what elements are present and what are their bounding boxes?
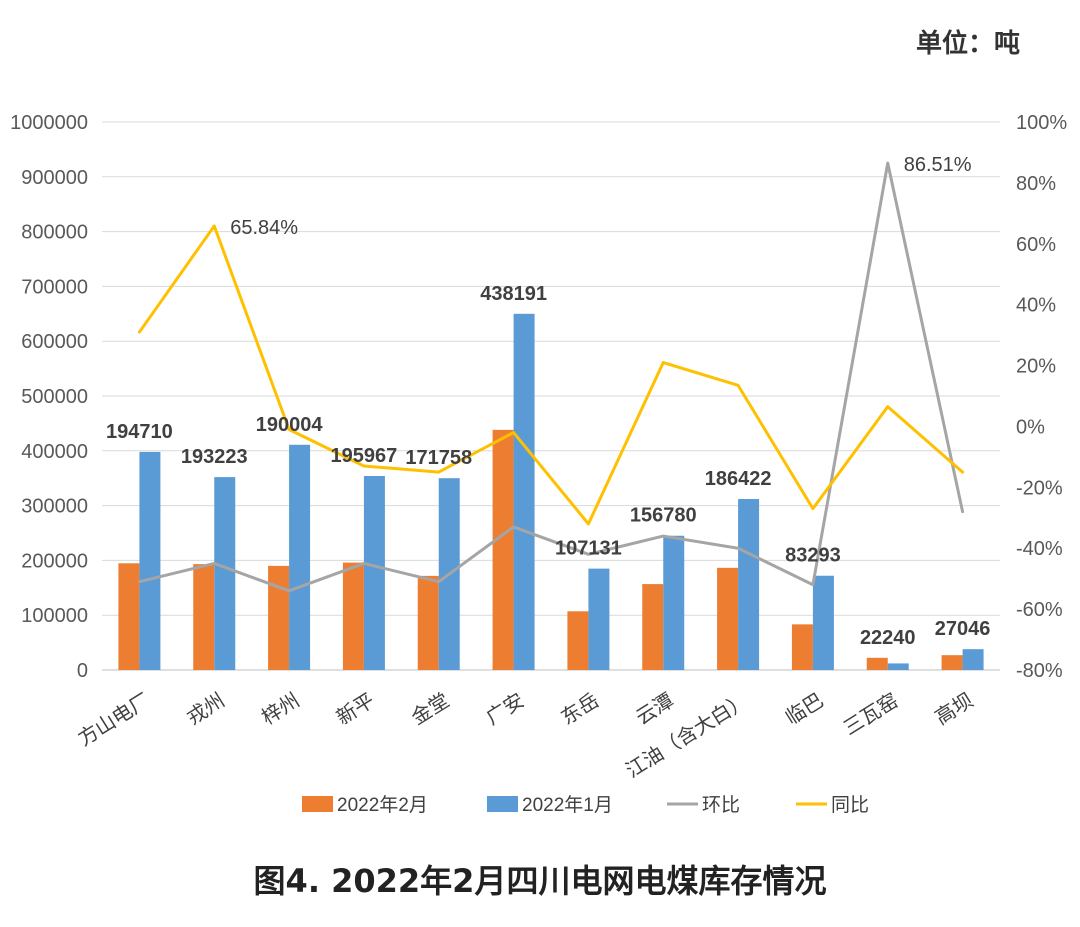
bar-feb <box>567 611 589 670</box>
left-tick-label: 300000 <box>21 496 88 518</box>
bar-data-label: 193223 <box>181 446 248 468</box>
left-tick-label: 800000 <box>21 222 88 244</box>
bar-feb <box>791 624 813 670</box>
right-tick-label: 60% <box>1016 234 1056 256</box>
bar-data-label: 22240 <box>860 627 916 649</box>
series-line-yoy <box>137 224 965 526</box>
right-axis: -80% -60% -40% -20% 0% 20% 40% 60% 80% 100% <box>1016 112 1067 682</box>
bar-jan <box>738 499 760 670</box>
bars <box>118 313 984 670</box>
right-tick-label: 40% <box>1016 295 1056 317</box>
left-tick-label: 600000 <box>21 331 88 353</box>
bar-feb <box>642 584 664 670</box>
x-tick-label: 云潭 <box>631 688 678 730</box>
bar-data-label: 171758 <box>405 447 472 469</box>
bar-feb <box>717 567 739 670</box>
x-tick-label: 东岳 <box>556 688 603 730</box>
bar-jan <box>962 649 984 670</box>
left-tick-label: 100000 <box>21 605 88 627</box>
left-tick-label: 0 <box>77 660 88 682</box>
chart-title: 图4. 2022年2月四川电网电煤库存情况 <box>254 862 827 900</box>
legend-swatch <box>487 796 518 812</box>
bar-jan <box>289 444 311 670</box>
bar-data-label: 194710 <box>106 421 173 443</box>
left-tick-label: 700000 <box>21 276 88 298</box>
bar-feb <box>417 575 439 670</box>
right-tick-label: 20% <box>1016 356 1056 378</box>
bar-data-label: 438191 <box>480 283 547 305</box>
bar-jan <box>812 575 834 670</box>
right-tick-label: -40% <box>1016 538 1063 560</box>
x-tick-label: 梓州 <box>257 688 304 730</box>
bar-feb <box>492 429 514 670</box>
right-tick-label: -20% <box>1016 477 1063 499</box>
legend-swatch <box>302 796 333 812</box>
right-tick-label: 0% <box>1016 416 1045 438</box>
bar-data-label: 107131 <box>555 538 622 560</box>
left-tick-label: 900000 <box>21 167 88 189</box>
legend: 2022年2月 2022年1月 环比 同比 <box>302 794 869 816</box>
right-tick-label: -80% <box>1016 660 1063 682</box>
x-tick-label: 高坝 <box>931 688 978 730</box>
line-annotation: 86.51% <box>904 154 972 176</box>
bar-feb <box>342 562 364 670</box>
bar-data-label: 190004 <box>256 414 324 436</box>
bar-jan <box>663 535 685 670</box>
legend-label: 同比 <box>831 794 869 816</box>
left-tick-label: 400000 <box>21 441 88 463</box>
left-tick-label: 500000 <box>21 386 88 408</box>
unit-label: 单位：吨 <box>916 28 1020 59</box>
gridlines <box>102 121 1000 671</box>
bar-feb <box>268 565 290 670</box>
x-tick-label: 新平 <box>332 688 379 730</box>
line-annotation: 65.84% <box>230 217 298 239</box>
bar-feb <box>118 563 140 670</box>
bar-feb <box>193 564 215 670</box>
bar-jan <box>588 568 610 670</box>
bar-feb <box>941 655 963 670</box>
x-tick-label: 临巴 <box>781 688 828 730</box>
bar-jan <box>139 451 161 670</box>
left-tick-label: 1000000 <box>10 112 88 134</box>
right-tick-label: -60% <box>1016 599 1063 621</box>
legend-label: 2022年1月 <box>522 794 613 816</box>
x-tick-label: 三瓦窑 <box>839 688 903 740</box>
bar-jan <box>214 477 236 670</box>
bar-feb <box>866 657 888 670</box>
bar-jan <box>887 663 909 670</box>
right-tick-label: 80% <box>1016 173 1056 195</box>
bar-jan <box>513 313 535 670</box>
right-tick-label: 100% <box>1016 112 1067 134</box>
lines <box>137 161 965 593</box>
bar-data-label: 27046 <box>935 618 991 640</box>
legend-label: 环比 <box>702 794 740 816</box>
bar-data-label: 186422 <box>705 468 772 490</box>
data-labels: 194710 193223 190004 195967 171758 438191 1071… <box>106 154 990 649</box>
legend-label: 2022年2月 <box>337 794 428 816</box>
x-tick-label: 方山电厂 <box>74 688 155 751</box>
x-tick-label: 广安 <box>482 688 529 730</box>
left-tick-label: 200000 <box>21 550 88 572</box>
bar-data-label: 156780 <box>630 505 697 527</box>
x-tick-label: 金堂 <box>407 688 454 730</box>
bar-jan <box>363 476 385 670</box>
left-axis: 0 100000 200000 300000 400000 500000 600000 700… <box>10 112 88 682</box>
x-tick-label: 戎州 <box>182 688 229 730</box>
bar-data-label: 195967 <box>331 445 398 467</box>
bar-data-label: 83293 <box>785 545 841 567</box>
series-line-mom <box>137 161 965 593</box>
